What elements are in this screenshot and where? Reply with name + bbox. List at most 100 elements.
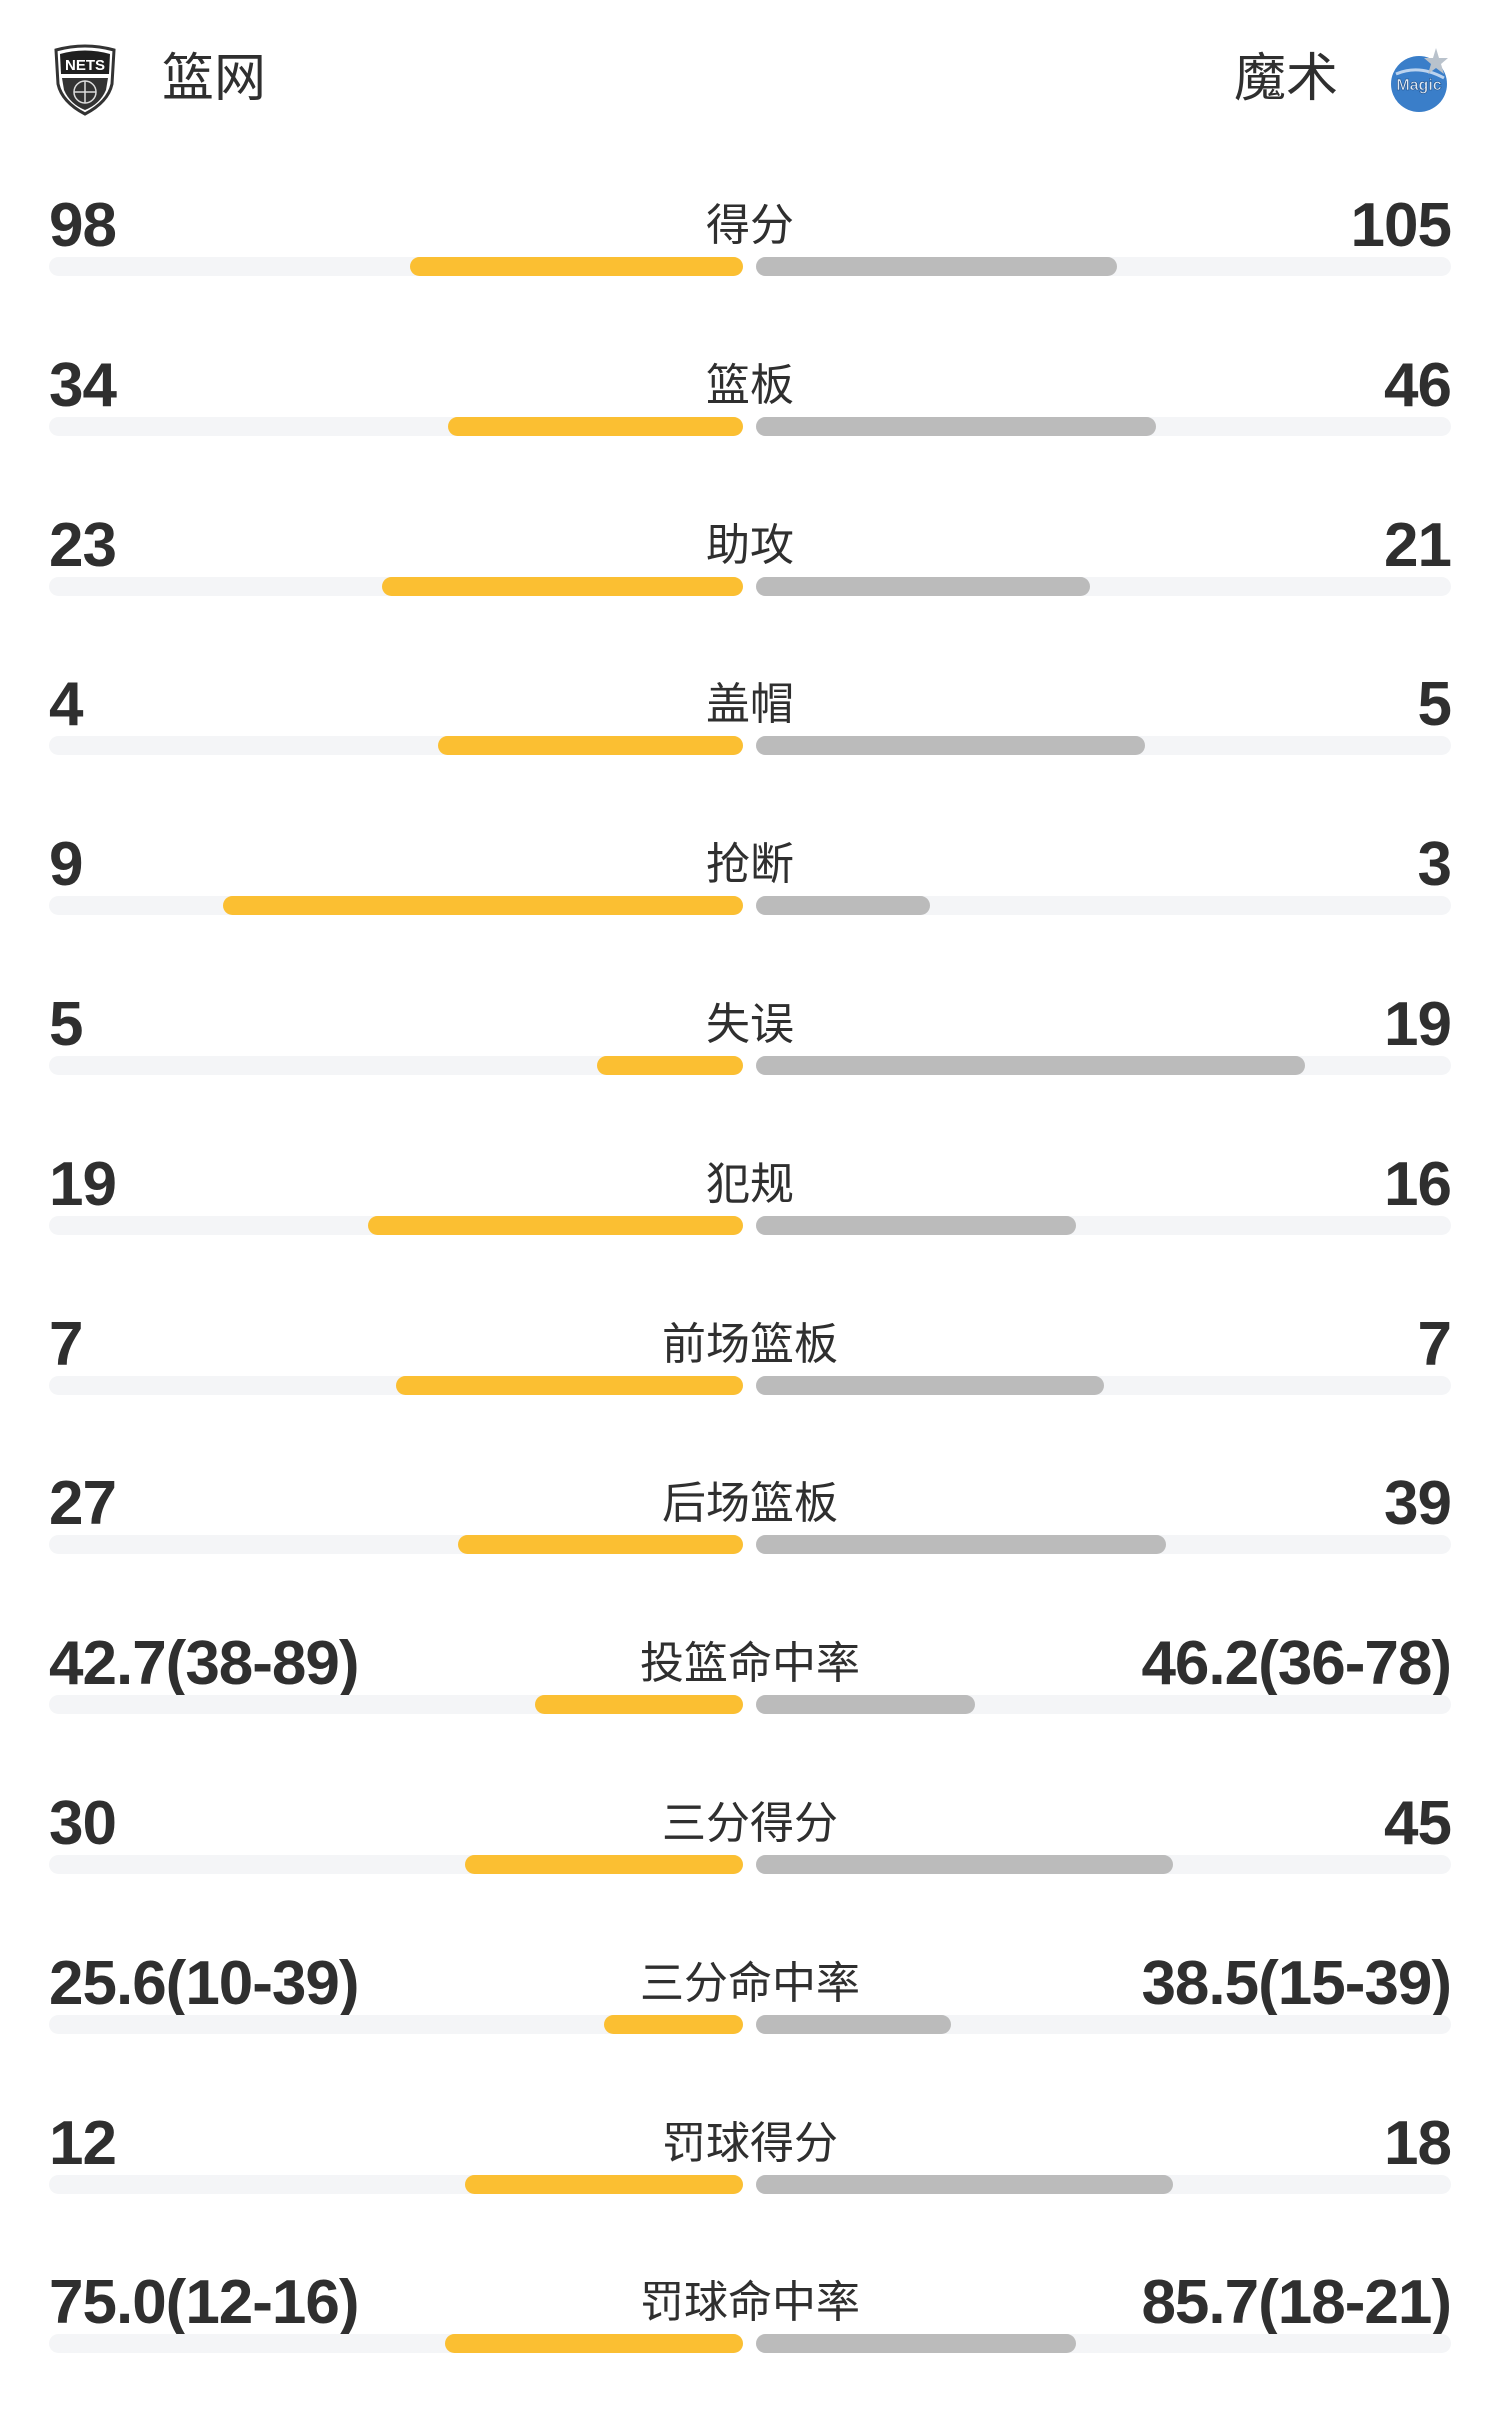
home-bar-track — [49, 416, 743, 436]
team-header: NETS 篮网 魔术 Magic — [0, 0, 1500, 160]
home-stat-value: 7 — [49, 1309, 83, 1379]
stat-row: 9 抢断 3 — [0, 830, 1500, 990]
away-bar-track — [756, 1695, 1451, 1715]
away-bar-track — [756, 2014, 1451, 2034]
away-bar-fill — [756, 896, 930, 916]
away-stat-value: 85.7(18-21) — [1141, 2268, 1452, 2338]
away-bar-track — [756, 1215, 1451, 1235]
away-stat-value: 16 — [1384, 1149, 1452, 1219]
home-bar-track — [49, 1695, 743, 1715]
away-bar-fill — [756, 1535, 1167, 1555]
home-bar-fill — [222, 896, 743, 916]
away-bar-fill — [756, 2334, 1076, 2354]
stat-label: 罚球命中率 — [640, 2277, 860, 2329]
away-bar-track — [756, 576, 1451, 596]
home-stat-value: 42.7(38-89) — [49, 1629, 360, 1699]
away-bar-fill — [756, 736, 1146, 756]
home-bar-fill — [382, 576, 743, 596]
home-bar-track — [49, 1535, 743, 1555]
stat-label: 罚球得分 — [662, 2117, 838, 2169]
stat-row: 12 罚球得分 18 — [0, 2109, 1500, 2269]
stat-label: 投篮命中率 — [640, 1638, 860, 1690]
away-bar-fill — [756, 257, 1118, 276]
away-stat-value: 45 — [1384, 1789, 1452, 1858]
away-bar-fill — [756, 1855, 1173, 1874]
home-bar-track — [49, 1215, 743, 1235]
away-team-name: 魔术 — [1233, 49, 1338, 109]
stat-row: 19 犯规 16 — [0, 1150, 1500, 1310]
away-bar-fill — [756, 1695, 975, 1715]
home-bar-track — [49, 1855, 743, 1874]
home-bar-track — [49, 576, 743, 596]
away-bar-track — [756, 416, 1451, 436]
home-bar-fill — [368, 1215, 743, 1235]
away-bar-track — [756, 896, 1451, 916]
home-bar-track — [49, 896, 743, 916]
home-bar-track — [49, 2014, 743, 2034]
home-stat-value: 98 — [49, 191, 117, 260]
stat-row: 42.7(38-89) 投篮命中率 46.2(36-78) — [0, 1629, 1500, 1789]
stat-label: 三分得分 — [662, 1798, 838, 1849]
away-stat-value: 39 — [1384, 1469, 1452, 1539]
away-bar-track — [756, 1855, 1451, 1874]
stat-row: 75.0(12-16) 罚球命中率 85.7(18-21) — [0, 2268, 1500, 2428]
stat-label: 助攻 — [706, 519, 794, 571]
home-stat-value: 34 — [49, 350, 117, 420]
stat-row: 23 助攻 21 — [0, 511, 1500, 671]
home-stat-value: 5 — [49, 990, 83, 1059]
away-stat-value: 7 — [1417, 1309, 1452, 1379]
home-bar-fill — [396, 1375, 743, 1395]
away-stat-value: 21 — [1384, 510, 1452, 580]
away-stat-value: 3 — [1417, 830, 1452, 900]
home-bar-fill — [458, 1535, 743, 1555]
nets-logo-icon: NETS — [50, 44, 120, 116]
away-bar-fill — [756, 416, 1156, 436]
away-bar-track — [756, 1375, 1451, 1395]
away-bar-track — [756, 1535, 1451, 1555]
away-stat-value: 38.5(15-39) — [1141, 1948, 1452, 2018]
away-bar-track — [756, 2334, 1451, 2354]
home-bar-track — [49, 2174, 743, 2194]
away-bar-fill — [756, 1215, 1076, 1235]
home-stat-value: 12 — [49, 2108, 117, 2178]
stat-row: 34 篮板 46 — [0, 351, 1500, 511]
away-bar-fill — [756, 576, 1090, 596]
home-bar-fill — [534, 1695, 743, 1715]
stat-row: 98 得分 105 — [0, 191, 1500, 351]
away-stat-value: 19 — [1384, 990, 1452, 1059]
home-bar-fill — [604, 2014, 743, 2034]
stat-row: 4 盖帽 5 — [0, 670, 1500, 830]
home-bar-fill — [448, 416, 743, 436]
stat-label: 前场篮板 — [662, 1318, 838, 1370]
stat-label: 抢断 — [706, 839, 794, 891]
stat-row: 7 前场篮板 7 — [0, 1310, 1500, 1470]
svg-text:NETS: NETS — [65, 57, 105, 74]
home-stat-value: 4 — [49, 670, 83, 740]
away-bar-fill — [756, 1056, 1306, 1075]
away-bar-track — [756, 1056, 1451, 1075]
away-stat-value: 46.2(36-78) — [1141, 1629, 1452, 1699]
home-bar-track — [49, 736, 743, 756]
magic-logo-icon: Magic — [1384, 44, 1454, 116]
away-bar-fill — [756, 2014, 951, 2034]
stat-label: 犯规 — [706, 1158, 794, 1210]
home-bar-fill — [465, 1855, 743, 1874]
home-bar-track — [49, 1375, 743, 1395]
home-bar-track — [49, 1056, 743, 1075]
home-stat-value: 75.0(12-16) — [49, 2268, 360, 2338]
away-bar-fill — [756, 2174, 1173, 2194]
svg-text:Magic: Magic — [1396, 77, 1441, 94]
away-bar-track — [756, 257, 1451, 276]
away-bar-track — [756, 2174, 1451, 2194]
away-stat-value: 105 — [1350, 191, 1452, 260]
home-stat-value: 19 — [49, 1149, 117, 1219]
stat-label: 盖帽 — [706, 679, 794, 731]
home-bar-fill — [409, 257, 743, 276]
stat-row: 27 后场篮板 39 — [0, 1469, 1500, 1629]
home-bar-fill — [444, 2334, 743, 2354]
stat-row: 30 三分得分 45 — [0, 1789, 1500, 1949]
home-bar-track — [49, 2334, 743, 2354]
stat-label: 后场篮板 — [662, 1478, 838, 1530]
stat-label: 三分命中率 — [640, 1957, 860, 2009]
home-stat-value: 27 — [49, 1469, 117, 1539]
